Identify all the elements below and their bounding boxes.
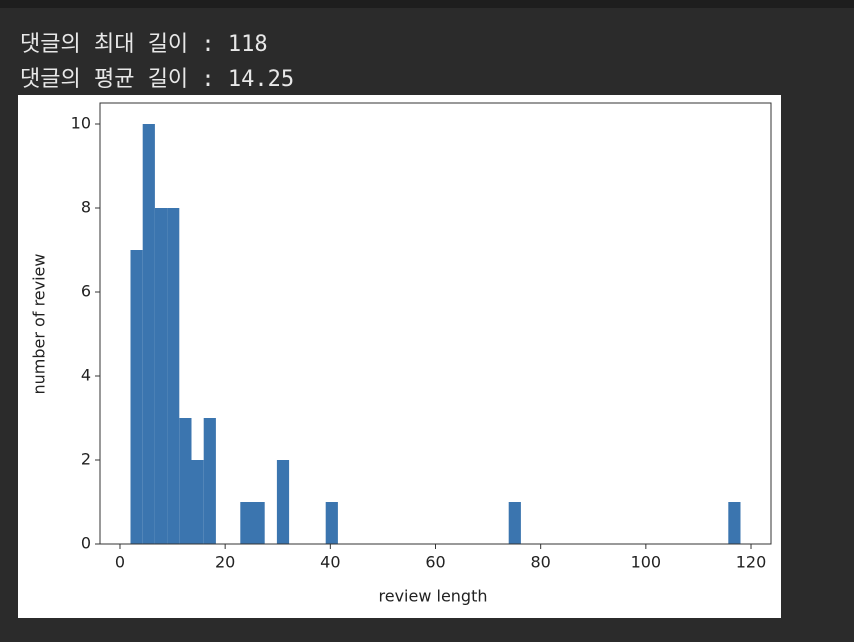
y-tick-label: 2	[81, 450, 91, 469]
y-tick-label: 0	[81, 534, 91, 553]
bar	[325, 502, 338, 544]
top-bar	[0, 0, 854, 8]
chart: review length number of review 0 20 40 60 80…	[30, 102, 772, 606]
x-tick-label: 60	[425, 553, 445, 572]
bar	[191, 460, 204, 544]
x-tick-label: 0	[115, 553, 125, 572]
x-tick-label: 40	[320, 553, 340, 572]
y-tick-label: 10	[71, 114, 91, 133]
bar	[142, 124, 155, 544]
bar	[240, 502, 253, 544]
bar	[130, 250, 143, 544]
bar	[154, 208, 168, 544]
y-axis-label: number of review	[30, 254, 49, 395]
output-line: 댓글의 최대 길이 : 118	[20, 32, 268, 57]
bar	[167, 208, 180, 544]
output-line: 댓글의 평균 길이 : 14.25	[20, 67, 295, 92]
bar	[508, 502, 521, 544]
x-tick-label: 80	[530, 553, 550, 572]
bar	[728, 502, 741, 544]
y-tick-label: 4	[81, 366, 91, 385]
x-tick-label: 20	[215, 553, 235, 572]
bar	[179, 418, 192, 544]
x-axis-label: review length	[379, 587, 488, 606]
y-tick-label: 6	[81, 282, 91, 301]
figure: review length number of review 0 20 40 60 80…	[18, 95, 781, 618]
bar	[252, 502, 265, 544]
x-tick-label: 120	[736, 553, 767, 572]
x-tick-label: 100	[631, 553, 662, 572]
bar	[203, 418, 216, 544]
bar	[276, 460, 290, 544]
y-tick-label: 8	[81, 198, 91, 217]
